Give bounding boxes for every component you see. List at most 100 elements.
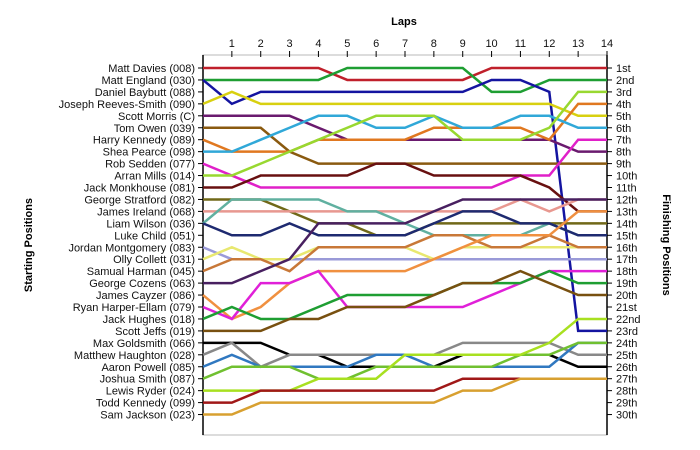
starting-position-label: Olly Collett (031) [113, 254, 195, 266]
finishing-position-label: 13th [616, 206, 637, 218]
finishing-position-label: 4th [616, 99, 631, 111]
series-line-30 [203, 377, 607, 416]
starting-position-label: Joshua Smith (087) [100, 374, 195, 386]
starting-position-label: Luke Child (051) [114, 230, 195, 242]
starting-position-label: Sam Jackson (023) [100, 410, 195, 422]
series-line-15 [202, 210, 607, 237]
series-line-18 [202, 233, 607, 273]
finishing-position-label: 27th [616, 374, 637, 386]
series-line-12 [203, 198, 607, 237]
finishing-position-label: 5th [616, 111, 631, 123]
series-line-1 [203, 66, 607, 82]
lap-tick-label: 4 [315, 38, 321, 50]
series-line-13 [203, 198, 607, 213]
finishing-position-label: 2nd [616, 75, 634, 87]
lap-tick-label: 1 [229, 38, 235, 50]
series-line-5 [203, 114, 607, 153]
finishing-position-label: 17th [616, 254, 637, 266]
starting-position-label: Daniel Baybutt (088) [95, 87, 195, 99]
finishing-position-label: 14th [616, 218, 637, 230]
finishing-position-label: 19th [616, 278, 637, 290]
series-line-14 [202, 198, 607, 237]
starting-position-label: Max Goldsmith (066) [93, 338, 195, 350]
finishing-position-label: 7th [616, 135, 631, 147]
lap-tick-label: 6 [373, 38, 379, 50]
lap-tick-label: 2 [258, 38, 264, 50]
starting-position-label: George Cozens (063) [89, 278, 195, 290]
series-line-27 [202, 341, 607, 380]
finishing-position-label: 29th [616, 398, 637, 410]
lap-tick-label: 13 [572, 38, 584, 50]
series-line-29 [203, 377, 607, 404]
series-line-4 [202, 90, 607, 118]
starting-position-label: Jack Hughes (018) [103, 314, 195, 326]
finishing-position-label: 10th [616, 171, 637, 183]
finishing-position-label: 18th [616, 266, 637, 278]
finishing-position-label: 1st [616, 63, 631, 75]
starting-position-label: Liam Wilson (036) [106, 218, 195, 230]
series-line-10 [203, 90, 607, 177]
finishing-position-label: 30th [616, 410, 637, 422]
starting-position-label: Matt England (030) [101, 75, 195, 87]
starting-position-label: Ryan Harper-Ellam (079) [73, 302, 195, 314]
series-line-8 [203, 114, 607, 153]
series-line-9 [202, 138, 607, 189]
lap-tick-label: 14 [601, 38, 613, 50]
starting-position-label: Aaron Powell (085) [101, 362, 195, 374]
starting-position-label: Todd Kennedy (099) [96, 398, 195, 410]
series-line-17 [202, 245, 607, 261]
finishing-position-label: 8th [616, 147, 631, 159]
finishing-position-label: 20th [616, 290, 637, 302]
lap-tick-label: 9 [460, 38, 466, 50]
starting-position-label: Jordan Montgomery (083) [68, 242, 195, 254]
series-line-6 [203, 126, 607, 165]
starting-position-label: Jack Monkhouse (081) [84, 183, 195, 195]
series-line-7 [202, 102, 607, 153]
starting-position-label: Scott Jeffs (019) [115, 326, 195, 338]
finishing-position-label: 9th [616, 159, 631, 171]
starting-position-label: George Stratford (082) [84, 194, 195, 206]
finishing-position-label: 24th [616, 338, 637, 350]
starting-position-label: Rob Sedden (077) [105, 159, 195, 171]
starting-position-label: Shea Pearce (098) [103, 147, 195, 159]
series-line-20 [202, 210, 607, 321]
finishing-position-label: 23rd [616, 326, 638, 338]
starting-position-label: Arran Mills (014) [114, 171, 195, 183]
series-line-16 [202, 246, 607, 261]
finishing-position-label: 11th [616, 183, 637, 195]
starting-position-label: Tom Owen (039) [114, 123, 195, 135]
right-axis-title: Finishing Positions [660, 194, 672, 295]
starting-position-label: Matt Davies (008) [108, 63, 195, 75]
lap-tick-label: 11 [515, 38, 526, 50]
finishing-position-label: 21st [616, 302, 637, 314]
lap-tick-label: 7 [402, 38, 408, 50]
finishing-position-label: 25th [616, 350, 637, 362]
finishing-position-label: 12th [616, 194, 637, 206]
lap-tick-label: 12 [543, 38, 555, 50]
finishing-position-label: 3rd [616, 87, 632, 99]
finishing-position-label: 6th [616, 123, 631, 135]
lap-tick-label: 3 [287, 38, 293, 50]
starting-position-label: Harry Kennedy (089) [93, 135, 195, 147]
series-line-19 [203, 198, 607, 285]
starting-position-label: Lewis Ryder (024) [106, 386, 195, 398]
series-line-11 [203, 162, 607, 213]
lap-tick-label: 5 [344, 38, 350, 50]
series-line-2 [203, 66, 607, 94]
starting-position-label: Scott Morris (C) [118, 111, 195, 123]
starting-position-label: Matthew Haughton (028) [74, 350, 195, 362]
x-axis-title: Laps [391, 16, 417, 28]
lap-tick-label: 8 [431, 38, 437, 50]
starting-position-label: James Cayzer (086) [96, 290, 195, 302]
finishing-position-label: 16th [616, 242, 637, 254]
finishing-position-label: 22nd [616, 314, 640, 326]
lap-tick-label: 10 [485, 38, 497, 50]
series-line-23 [203, 269, 607, 333]
finishing-position-label: 15th [616, 230, 637, 242]
starting-position-label: Joseph Reeves-Smith (090) [59, 99, 195, 111]
finishing-position-label: 26th [616, 362, 637, 374]
left-axis-title: Starting Positions [23, 198, 35, 292]
series-line-3 [202, 78, 607, 333]
